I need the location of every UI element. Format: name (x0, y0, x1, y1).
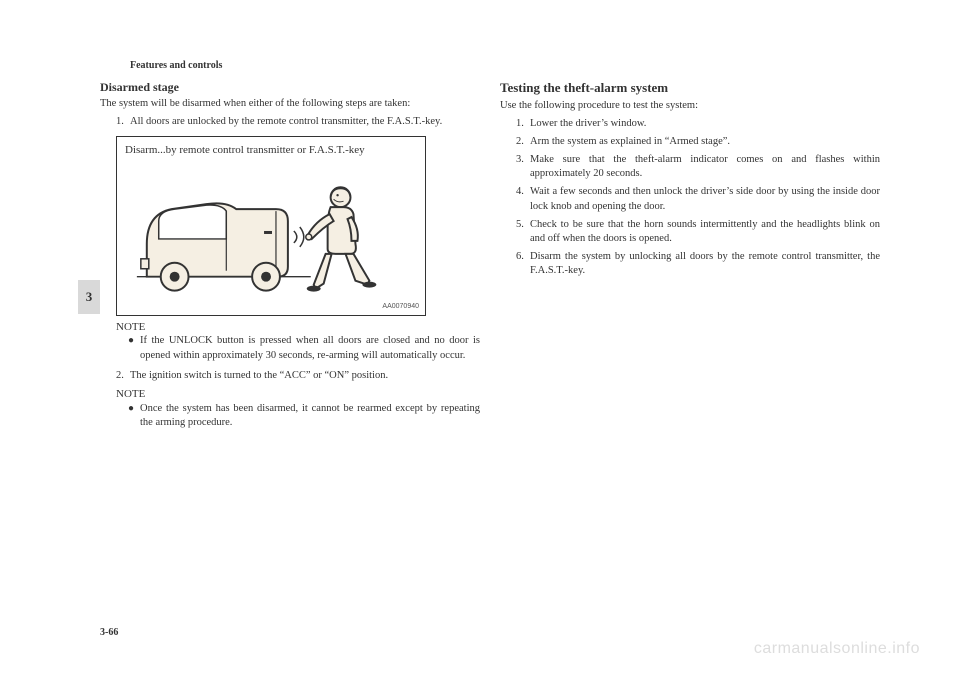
left-intro: The system will be disarmed when either … (100, 97, 480, 111)
bullet-icon: ● (128, 334, 140, 362)
note-label-1: NOTE (116, 320, 480, 335)
step-2-text: The ignition switch is turned to the “AC… (130, 369, 480, 383)
watermark: carmanualsonline.info (754, 640, 920, 658)
r-step-4: 4. Wait a few seconds and then unlock th… (516, 185, 880, 213)
page-number: 3-66 (100, 627, 118, 638)
note-label-2: NOTE (116, 387, 480, 402)
content-columns: Disarmed stage The system will be disarm… (100, 79, 880, 638)
step-1: 1. All doors are unlocked by the remote … (116, 115, 480, 129)
note-2-text: Once the system has been disarmed, it ca… (140, 402, 480, 430)
r-step-3-text: Make sure that the theft-alarm indicator… (530, 153, 880, 181)
figure-caption: Disarm...by remote control transmitter o… (117, 137, 425, 160)
r-step-1-text: Lower the driver’s window. (530, 117, 880, 131)
r-step-3-num: 3. (516, 153, 530, 181)
disarm-illustration (117, 159, 425, 299)
manual-page: Features and controls Disarmed stage The… (0, 0, 960, 678)
note-1: ● If the UNLOCK button is pressed when a… (128, 334, 480, 362)
r-step-2-text: Arm the system as explained in “Armed st… (530, 135, 880, 149)
figure-id: AA0070940 (382, 302, 419, 311)
step-1-text: All doors are unlocked by the remote con… (130, 115, 480, 129)
right-intro: Use the following procedure to test the … (500, 99, 880, 113)
r-step-5: 5. Check to be sure that the horn sounds… (516, 218, 880, 246)
r-step-1: 1. Lower the driver’s window. (516, 117, 880, 131)
figure-box: Disarm...by remote control transmitter o… (116, 136, 426, 316)
note-1-text: If the UNLOCK button is pressed when all… (140, 334, 480, 362)
r-step-2: 2. Arm the system as explained in “Armed… (516, 135, 880, 149)
r-step-6-text: Disarm the system by unlocking all doors… (530, 250, 880, 278)
r-step-4-num: 4. (516, 185, 530, 213)
chapter-tab: 3 (78, 280, 100, 314)
r-step-5-num: 5. (516, 218, 530, 246)
left-title: Disarmed stage (100, 79, 480, 95)
step-2: 2. The ignition switch is turned to the … (116, 369, 480, 383)
r-step-6: 6. Disarm the system by unlocking all do… (516, 250, 880, 278)
section-header: Features and controls (130, 60, 880, 71)
right-title: Testing the theft-alarm system (500, 79, 880, 97)
r-step-6-num: 6. (516, 250, 530, 278)
step-2-num: 2. (116, 369, 130, 383)
r-step-2-num: 2. (516, 135, 530, 149)
r-step-5-text: Check to be sure that the horn sounds in… (530, 218, 880, 246)
right-column: Testing the theft-alarm system Use the f… (500, 79, 880, 638)
step-1-num: 1. (116, 115, 130, 129)
r-step-3: 3. Make sure that the theft-alarm indica… (516, 153, 880, 181)
bullet-icon: ● (128, 402, 140, 430)
note-2: ● Once the system has been disarmed, it … (128, 402, 480, 430)
left-column: Disarmed stage The system will be disarm… (100, 79, 480, 638)
r-step-1-num: 1. (516, 117, 530, 131)
r-step-4-text: Wait a few seconds and then unlock the d… (530, 185, 880, 213)
